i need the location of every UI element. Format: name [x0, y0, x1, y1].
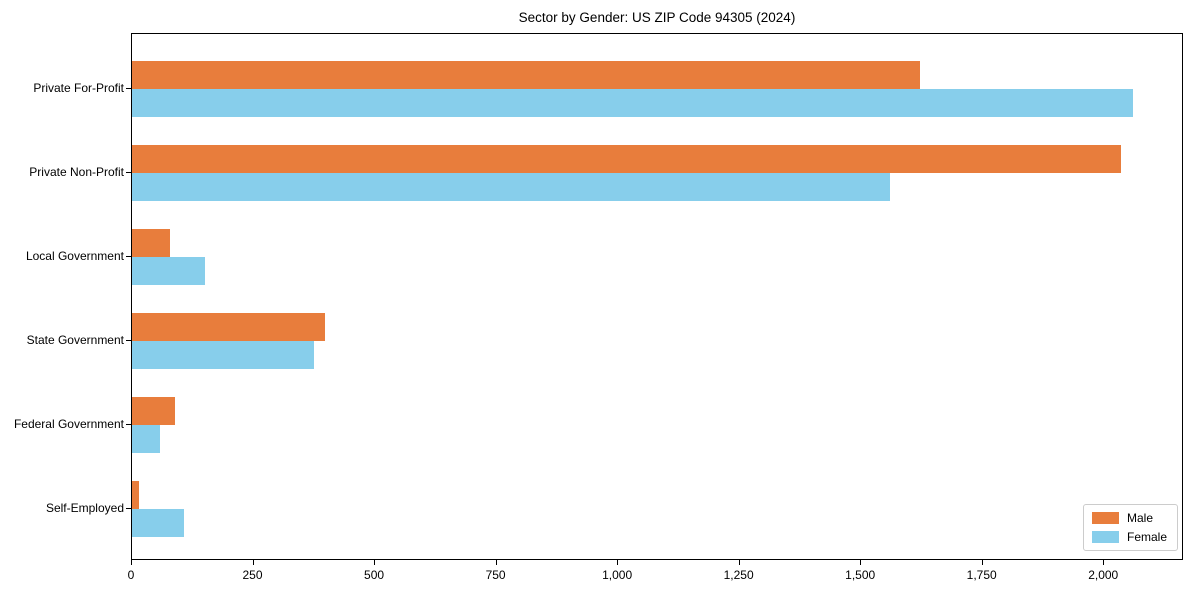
legend-entry-female: Female [1091, 530, 1167, 544]
x-tick-mark [374, 560, 376, 565]
legend-entry-male: Male [1091, 511, 1167, 525]
y-tick-label: Local Government [25, 249, 124, 263]
bar-male-federal-government [132, 397, 175, 425]
x-tick-mark [617, 560, 619, 565]
x-tick-mark [131, 560, 132, 565]
x-tick-label: 250 [242, 568, 263, 582]
legend-label-female: Female [1126, 530, 1167, 544]
x-tick-label: 1,250 [723, 568, 754, 582]
y-tick-mark [126, 508, 131, 509]
y-tick-label: Federal Government [13, 417, 124, 431]
y-tick-label: Self-Employed [45, 501, 124, 515]
x-tick-label: 1,500 [845, 568, 876, 582]
x-tick-label: 500 [364, 568, 385, 582]
x-tick-mark [738, 560, 740, 565]
male-swatch [1091, 512, 1119, 524]
x-tick-mark [252, 560, 254, 565]
bar-male-self-employed [132, 481, 139, 509]
legend: Male Female [1082, 504, 1178, 551]
bar-female-local-government [132, 257, 205, 285]
x-tick-label: 0 [127, 568, 135, 582]
y-tick-mark [126, 256, 131, 257]
y-tick-mark [126, 172, 131, 173]
y-tick-label: State Government [26, 333, 124, 347]
y-tick-mark [126, 424, 131, 425]
x-axis: 0 250 500 750 1,000 1,250 1,500 1,750 2,000 [127, 560, 1183, 590]
female-swatch [1091, 531, 1119, 543]
y-tick-mark [126, 340, 131, 341]
legend-label-male: Male [1126, 511, 1153, 525]
bar-female-private-non-profit [132, 173, 890, 201]
x-tick-mark [860, 560, 862, 565]
bar-female-federal-government [132, 425, 160, 453]
y-tick-label: Private Non-Profit [29, 165, 124, 179]
bar-female-private-for-profit [132, 89, 1133, 117]
y-axis-labels: Private For-Profit Private Non-Profit Loca… [0, 33, 124, 560]
bar-male-state-government [132, 313, 325, 341]
chart-title: Sector by Gender: US ZIP Code 94305 (202… [518, 10, 796, 25]
x-tick-label: 1,750 [966, 568, 997, 582]
bar-female-state-government [132, 341, 314, 369]
x-tick-label: 1,000 [602, 568, 633, 582]
x-tick-label: 2,000 [1088, 568, 1119, 582]
bar-female-self-employed [132, 509, 184, 537]
plot-area: Male Female [131, 33, 1183, 560]
bar-male-local-government [132, 229, 170, 257]
x-tick-mark [1103, 560, 1105, 565]
bar-male-private-non-profit [132, 145, 1121, 173]
y-tick-mark [126, 88, 131, 89]
x-tick-mark [981, 560, 983, 565]
bar-male-private-for-profit [132, 61, 920, 89]
x-tick-mark [495, 560, 497, 565]
y-tick-label: Private For-Profit [33, 81, 124, 95]
x-tick-label: 750 [485, 568, 506, 582]
